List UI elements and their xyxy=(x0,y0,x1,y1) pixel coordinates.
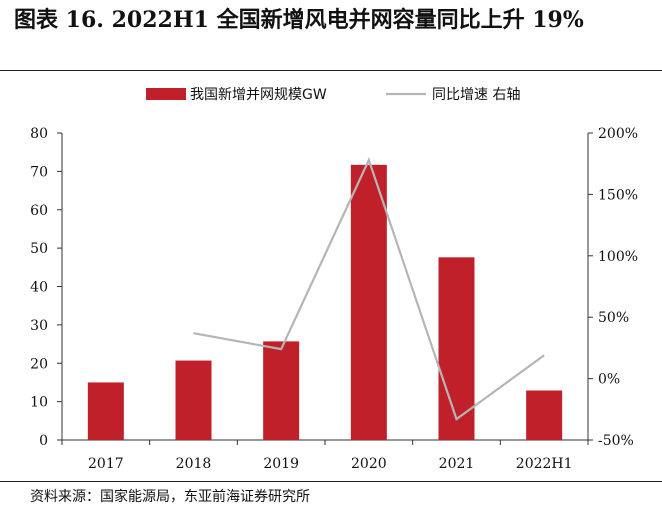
source-note: 资料来源：国家能源局，东亚前海证券研究所 xyxy=(30,489,310,505)
left-axis-tick-label: 20 xyxy=(30,356,48,372)
right-axis-tick-label: 150% xyxy=(598,187,638,203)
left-axis-tick-label: 70 xyxy=(30,164,48,180)
title-rule xyxy=(0,70,662,71)
left-axis-tick-label: 30 xyxy=(30,318,48,334)
bar-2021 xyxy=(438,257,475,440)
chart: 0 10 20 30 40 50 60 70 80 -50% 0% 50% 100% 150% 200% 20… xyxy=(30,87,638,472)
chart-title: 图表 16. 2022H1 全国新增风电并网容量同比上升 19% xyxy=(14,7,584,33)
bar-2022H1 xyxy=(526,390,563,440)
legend-bar-swatch xyxy=(146,88,186,100)
bar-2019 xyxy=(263,341,300,440)
left-axis-tick-label: 0 xyxy=(39,433,48,449)
x-axis-tick-label: 2021 xyxy=(439,456,475,472)
left-axis-tick-label: 60 xyxy=(30,203,48,219)
left-axis-tick-label: 50 xyxy=(30,241,48,257)
right-axis-tick-label: 200% xyxy=(598,126,638,142)
right-axis-tick-label: 50% xyxy=(598,310,629,326)
x-axis-tick-label: 2017 xyxy=(88,456,124,472)
legend-bar-label: 我国新增并网规模GW xyxy=(190,87,327,103)
source-rule xyxy=(0,481,662,482)
x-axis-tick-label: 2020 xyxy=(351,456,387,472)
left-axis-tick-label: 80 xyxy=(30,126,48,142)
x-axis-tick-label: 2022H1 xyxy=(516,456,573,472)
x-axis-tick-label: 2018 xyxy=(176,456,212,472)
left-axis-tick-label: 40 xyxy=(30,280,48,296)
bar-2020 xyxy=(350,164,387,440)
legend-line-label: 同比增速 右轴 xyxy=(432,87,520,103)
bar-2017 xyxy=(87,382,124,440)
right-axis-tick-label: 100% xyxy=(598,249,638,265)
x-axis-tick-label: 2019 xyxy=(263,456,299,472)
left-axis-tick-label: 10 xyxy=(30,395,48,411)
right-axis-tick-label: -50% xyxy=(598,433,634,449)
right-axis-tick-label: 0% xyxy=(598,372,620,388)
bar-2018 xyxy=(175,360,212,440)
